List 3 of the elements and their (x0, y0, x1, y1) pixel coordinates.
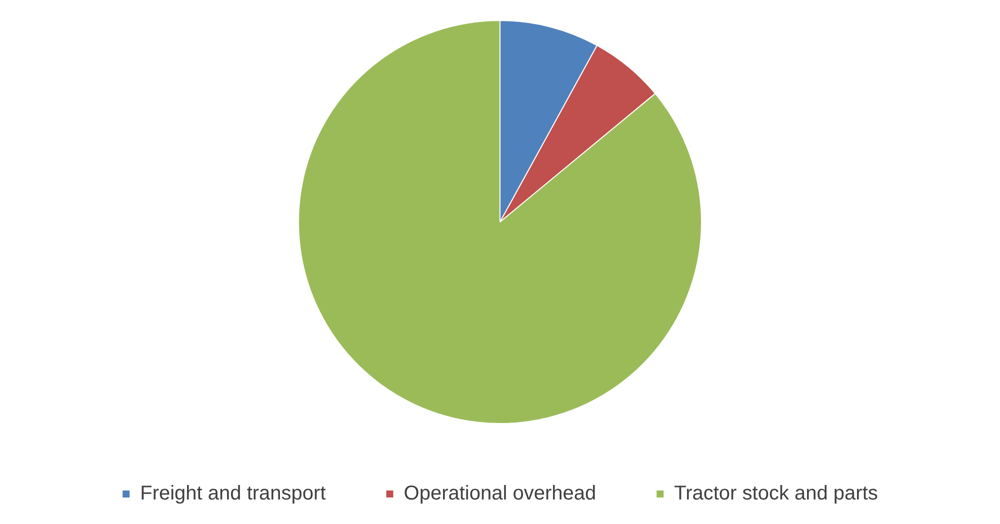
legend-label: Tractor stock and parts (674, 482, 878, 505)
legend-label: Operational overhead (404, 482, 596, 505)
legend-label: Freight and transport (140, 482, 326, 505)
